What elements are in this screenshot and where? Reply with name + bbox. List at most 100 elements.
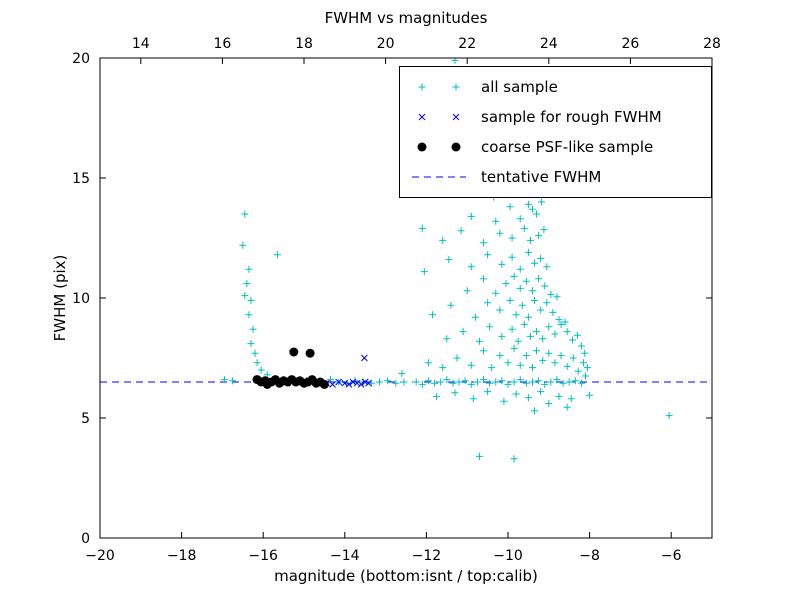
data-point-all-sample xyxy=(551,359,559,367)
data-point-all-sample xyxy=(555,392,563,400)
data-point-all-sample xyxy=(522,352,530,360)
data-point-all-sample xyxy=(537,198,545,206)
data-point-all-sample xyxy=(520,320,528,328)
data-point-all-sample xyxy=(433,392,441,400)
data-point-all-sample xyxy=(257,366,265,374)
data-point-all-sample xyxy=(431,379,439,387)
legend-label: sample for rough FWHM xyxy=(481,108,662,126)
data-point-all-sample xyxy=(557,352,565,360)
data-point-all-sample xyxy=(516,376,524,384)
data-point-all-sample xyxy=(247,340,255,348)
data-point-all-sample xyxy=(241,210,249,218)
data-point-all-sample xyxy=(539,356,547,364)
data-point-all-sample xyxy=(543,299,551,307)
data-point-rough-fwhm xyxy=(329,381,336,388)
data-point-all-sample xyxy=(508,253,516,261)
data-point-all-sample xyxy=(418,224,426,232)
data-point-all-sample xyxy=(398,370,406,378)
x-tick-label: −10 xyxy=(493,548,523,564)
data-point-all-sample xyxy=(480,275,488,283)
data-point-all-sample xyxy=(539,335,547,343)
data-point-all-sample xyxy=(449,379,457,387)
data-point-all-sample xyxy=(524,200,532,208)
plus-glyph xyxy=(452,83,460,91)
legend-label: tentative FWHM xyxy=(481,168,602,186)
data-point-all-sample xyxy=(535,232,543,240)
data-point-all-sample xyxy=(582,372,590,380)
data-point-all-sample xyxy=(467,263,475,271)
data-point-all-sample xyxy=(484,299,492,307)
data-point-all-sample xyxy=(563,328,571,336)
data-point-psf-like xyxy=(289,347,299,357)
data-point-rough-fwhm xyxy=(357,381,365,388)
data-point-all-sample xyxy=(577,379,585,387)
data-point-all-sample xyxy=(555,316,563,324)
data-point-all-sample xyxy=(447,301,455,309)
data-point-all-sample xyxy=(375,378,383,386)
data-point-all-sample xyxy=(424,359,432,367)
data-point-all-sample xyxy=(249,325,257,333)
plus-marker-icon xyxy=(410,78,468,96)
top-x-tick-label: 20 xyxy=(377,36,395,52)
y-tick-label: 5 xyxy=(81,411,90,427)
data-point-all-sample xyxy=(535,377,543,385)
top-x-tick-label: 18 xyxy=(295,36,313,52)
data-point-all-sample xyxy=(251,349,259,357)
data-point-all-sample xyxy=(437,378,445,386)
data-point-all-sample xyxy=(510,272,518,280)
data-point-all-sample xyxy=(522,277,530,285)
data-point-all-sample xyxy=(400,378,408,386)
data-point-all-sample xyxy=(581,349,589,357)
data-point-all-sample xyxy=(568,336,576,344)
data-point-all-sample xyxy=(574,367,582,375)
data-point-all-sample xyxy=(549,308,557,316)
data-point-all-sample xyxy=(540,226,548,234)
data-point-all-sample xyxy=(239,241,247,249)
data-point-all-sample xyxy=(439,236,447,244)
data-point-all-sample xyxy=(531,259,539,267)
data-point-all-sample xyxy=(475,337,483,345)
data-point-all-sample xyxy=(420,268,428,276)
data-point-all-sample xyxy=(510,378,518,386)
data-point-all-sample xyxy=(445,256,453,264)
data-point-all-sample xyxy=(500,397,508,405)
data-point-all-sample xyxy=(510,455,518,463)
dot-marker-icon xyxy=(410,138,468,156)
data-point-rough-fwhm xyxy=(349,378,357,386)
data-point-all-sample xyxy=(565,378,573,386)
data-point-all-sample xyxy=(545,400,553,408)
data-point-all-sample xyxy=(528,378,536,386)
top-x-tick-label: 16 xyxy=(213,36,231,52)
data-point-all-sample xyxy=(412,378,420,386)
data-point-all-sample xyxy=(528,364,536,372)
data-point-all-sample xyxy=(508,325,516,333)
data-point-all-sample xyxy=(553,293,561,301)
data-point-all-sample xyxy=(531,296,539,304)
data-point-all-sample xyxy=(486,379,494,387)
legend-marker-glyph xyxy=(412,176,466,178)
data-point-all-sample xyxy=(384,377,392,385)
data-point-all-sample xyxy=(273,251,281,259)
data-point-all-sample xyxy=(455,378,463,386)
legend-item-tentative-fwhm: tentative FWHM xyxy=(400,162,711,192)
data-point-all-sample xyxy=(424,377,432,385)
data-point-all-sample xyxy=(514,337,522,345)
legend-marker-glyph xyxy=(418,113,460,121)
data-point-all-sample xyxy=(561,318,569,326)
data-point-all-sample xyxy=(392,379,400,387)
data-point-all-sample xyxy=(469,395,477,403)
data-point-all-sample xyxy=(547,378,555,386)
plus-glyph xyxy=(418,83,426,91)
data-point-all-sample xyxy=(541,380,549,388)
data-point-all-sample xyxy=(439,364,447,372)
data-point-all-sample xyxy=(480,376,488,384)
data-point-all-sample xyxy=(486,323,494,331)
data-point-all-sample xyxy=(467,361,475,369)
data-point-all-sample xyxy=(488,364,496,372)
x-marker-icon xyxy=(410,108,468,126)
data-point-all-sample xyxy=(506,203,514,211)
data-point-all-sample xyxy=(467,380,475,388)
data-point-all-sample xyxy=(537,306,545,314)
data-point-all-sample xyxy=(579,359,587,367)
